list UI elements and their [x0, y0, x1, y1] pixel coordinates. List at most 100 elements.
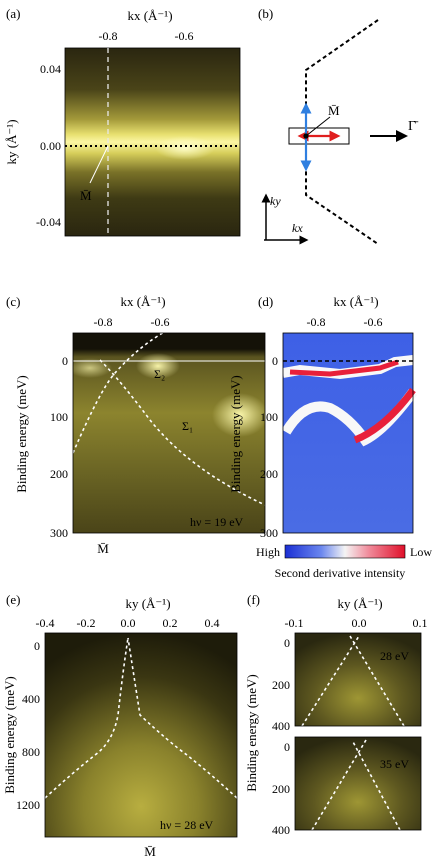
panel-c-sigma1-label: Σ₁: [182, 419, 193, 433]
panel-d-band-upper: [289, 359, 399, 377]
colorbar: [284, 544, 406, 559]
panel-f-top-ytick-1: 0: [284, 636, 290, 650]
panel-e-xtick-1: -0.4: [36, 616, 55, 630]
panel-d-ytick-3: 200: [260, 467, 278, 481]
panel-f-bottom-photon-energy: 35 eV: [380, 757, 409, 771]
panel-d-ytick-4: 300: [260, 526, 278, 540]
panel-d: (d) kx (Å⁻¹) -0.8 -0.6 0 100 200 300 Bin…: [228, 294, 432, 580]
panel-a-x-title: kx (Å⁻¹): [127, 8, 172, 23]
panel-c-label: (c): [6, 294, 20, 309]
panel-a-m-label: M̄: [80, 188, 92, 203]
brillouin-zone-boundary: [305, 19, 379, 245]
panel-e-label: (e): [6, 592, 20, 607]
panel-b-kx-label: kx: [292, 221, 303, 235]
panel-c-ytick-4: 300: [50, 526, 68, 540]
panel-f-y-title: Binding energy (meV): [244, 674, 259, 791]
colorbar-low-label: Low: [410, 545, 432, 559]
panel-d-xtick-2: -0.6: [364, 315, 383, 329]
panel-d-xtick-1: -0.8: [307, 315, 326, 329]
panel-d-frame: [282, 332, 414, 534]
panel-d-ytick-1: 0: [272, 354, 278, 368]
measurement-window: [288, 127, 350, 145]
panel-e-xtick-4: 0.2: [163, 616, 178, 630]
panel-f-xtick-3: 0.1: [413, 616, 428, 630]
panel-d-band-lower: [353, 387, 416, 444]
panel-e-ytick-4: 1200: [16, 798, 40, 812]
panel-a: (a) kx (Å⁻¹) -0.8 -0.6 M̄ 0.04 0.00 -0.0…: [4, 6, 241, 237]
panel-a-intensity-map: [65, 48, 240, 236]
panel-f-bottom-band-right: [351, 739, 401, 831]
colorbar-high-label: High: [256, 545, 280, 559]
panel-b: (b) M̄ Γ̄ ky kx: [258, 6, 419, 245]
panel-f-top-ytick-3: 400: [272, 719, 290, 733]
panel-e: (e) ky (Å⁻¹) -0.4 -0.2 0.0 0.2 0.4 hν = …: [2, 592, 238, 859]
panel-a-frame: [64, 47, 241, 237]
panel-f-xtick-1: -0.1: [285, 616, 304, 630]
panel-e-band-left: [44, 637, 129, 799]
panel-a-y-title: ky (Å⁻¹): [4, 119, 19, 164]
panel-b-m-pointer: [305, 116, 331, 137]
panel-a-xtick-1: -0.8: [99, 29, 118, 43]
panel-e-ytick-2: 400: [22, 692, 40, 706]
panel-b-label: (b): [258, 6, 273, 21]
panel-f-bottom-intensity-map: [295, 737, 421, 830]
panel-f-top-intensity-map: [295, 633, 421, 726]
panel-f-label: (f): [247, 592, 260, 607]
panel-e-frame: [44, 632, 238, 838]
panel-c-sigma1-hotspot: [212, 393, 268, 437]
panel-f-xtick-2: 0.0: [352, 616, 367, 630]
panel-a-hotspot: [155, 136, 215, 160]
panel-e-x-title: ky (Å⁻¹): [125, 596, 170, 611]
panel-f-bottom-frame: [294, 736, 422, 831]
panel-e-xtick-2: -0.2: [77, 616, 96, 630]
colorbar-title: Second derivative intensity: [275, 566, 406, 580]
panel-d-y-title: Binding energy (meV): [228, 375, 243, 492]
panel-e-xtick-3: 0.0: [121, 616, 136, 630]
panel-a-ytick-1: 0.04: [40, 62, 61, 76]
panel-f-top-frame: [294, 632, 422, 727]
panel-f: (f) ky (Å⁻¹) -0.1 0.0 0.1 28 eV 0 200 40…: [244, 592, 428, 837]
panel-a-ytick-2: 0.00: [40, 139, 61, 153]
panel-e-photon-energy: hν = 28 eV: [160, 818, 214, 832]
panel-c-left-hotspot: [68, 358, 112, 378]
panel-e-y-title: Binding energy (meV): [2, 676, 17, 793]
panel-a-m-pointer: [89, 145, 109, 184]
panel-a-label: (a): [6, 6, 20, 21]
panel-c-band-curve-1: [72, 329, 169, 454]
panel-f-x-title: ky (Å⁻¹): [337, 596, 382, 611]
panel-a-xtick-2: -0.6: [175, 29, 194, 43]
panel-f-bottom-ytick-3: 400: [272, 823, 290, 837]
panel-e-ytick-1: 0: [34, 639, 40, 653]
panel-c-band-curve-2: [99, 359, 266, 506]
panel-b-ky-label: ky: [270, 194, 281, 208]
panel-a-ytick-3: -0.04: [36, 215, 61, 229]
panel-c: (c) kx (Å⁻¹) -0.8 -0.6 Σ₂ Σ₁ hν = 19 eV …: [6, 294, 268, 556]
panel-c-sigma2-hotspot: [136, 353, 180, 379]
panel-c-x-title: kx (Å⁻¹): [120, 294, 165, 309]
panel-e-m-label: M̄: [144, 844, 156, 859]
panel-e-ytick-3: 800: [22, 745, 40, 759]
panel-c-m-label: M̄: [97, 541, 109, 556]
panel-b-m-label: M̄: [328, 103, 340, 118]
gamma-label: Γ̄: [408, 119, 419, 134]
panel-f-top-ytick-2: 200: [272, 678, 290, 692]
panel-e-xtick-5: 0.4: [205, 616, 220, 630]
panel-e-band-right: [127, 637, 238, 799]
panel-c-ytick-1: 0: [62, 354, 68, 368]
panel-c-sigma2-label: Σ₂: [154, 367, 165, 381]
panel-e-intensity-map: [45, 633, 237, 837]
panel-d-ytick-2: 100: [260, 410, 278, 424]
panel-c-ytick-2: 100: [50, 410, 68, 424]
panel-f-top-photon-energy: 28 eV: [380, 649, 409, 663]
panel-f-bottom-ytick-2: 200: [272, 782, 290, 796]
panel-f-bottom-ytick-1: 0: [284, 740, 290, 754]
panel-d-x-title: kx (Å⁻¹): [333, 294, 378, 309]
panel-c-ytick-3: 200: [50, 467, 68, 481]
panel-c-xtick-2: -0.6: [151, 315, 170, 329]
panel-c-xtick-1: -0.8: [94, 315, 113, 329]
panel-d-label: (d): [258, 294, 273, 309]
panel-c-frame: [72, 332, 266, 534]
panel-c-photon-energy: hν = 19 eV: [190, 515, 244, 529]
panel-c-y-title: Binding energy (meV): [14, 375, 29, 492]
